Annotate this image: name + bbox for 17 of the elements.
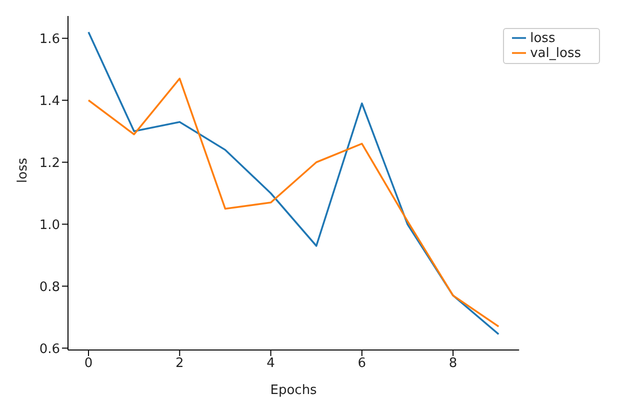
legend-label: val_loss: [530, 46, 581, 61]
y-tick-label: 0.6: [39, 342, 60, 357]
x-tick-label: 8: [448, 356, 458, 372]
x-tick-label: 0: [84, 356, 93, 372]
y-tick-label: 1.2: [39, 156, 60, 171]
line-series: [88, 31, 500, 336]
x-tick-label: 2: [176, 356, 184, 372]
line-series: [88, 78, 500, 328]
legend-label: loss: [530, 31, 556, 46]
y-tick-label: 1.6: [39, 32, 60, 47]
y-tick-label: 0.8: [39, 280, 60, 295]
y-axis-title: loss: [16, 158, 31, 183]
y-tick-label: 1.4: [39, 94, 60, 109]
x-tick-label: 4: [266, 356, 275, 372]
y-tick-label: 1.0: [39, 218, 60, 233]
x-axis-title: Epochs: [270, 383, 318, 398]
x-tick-label: 6: [358, 356, 366, 372]
